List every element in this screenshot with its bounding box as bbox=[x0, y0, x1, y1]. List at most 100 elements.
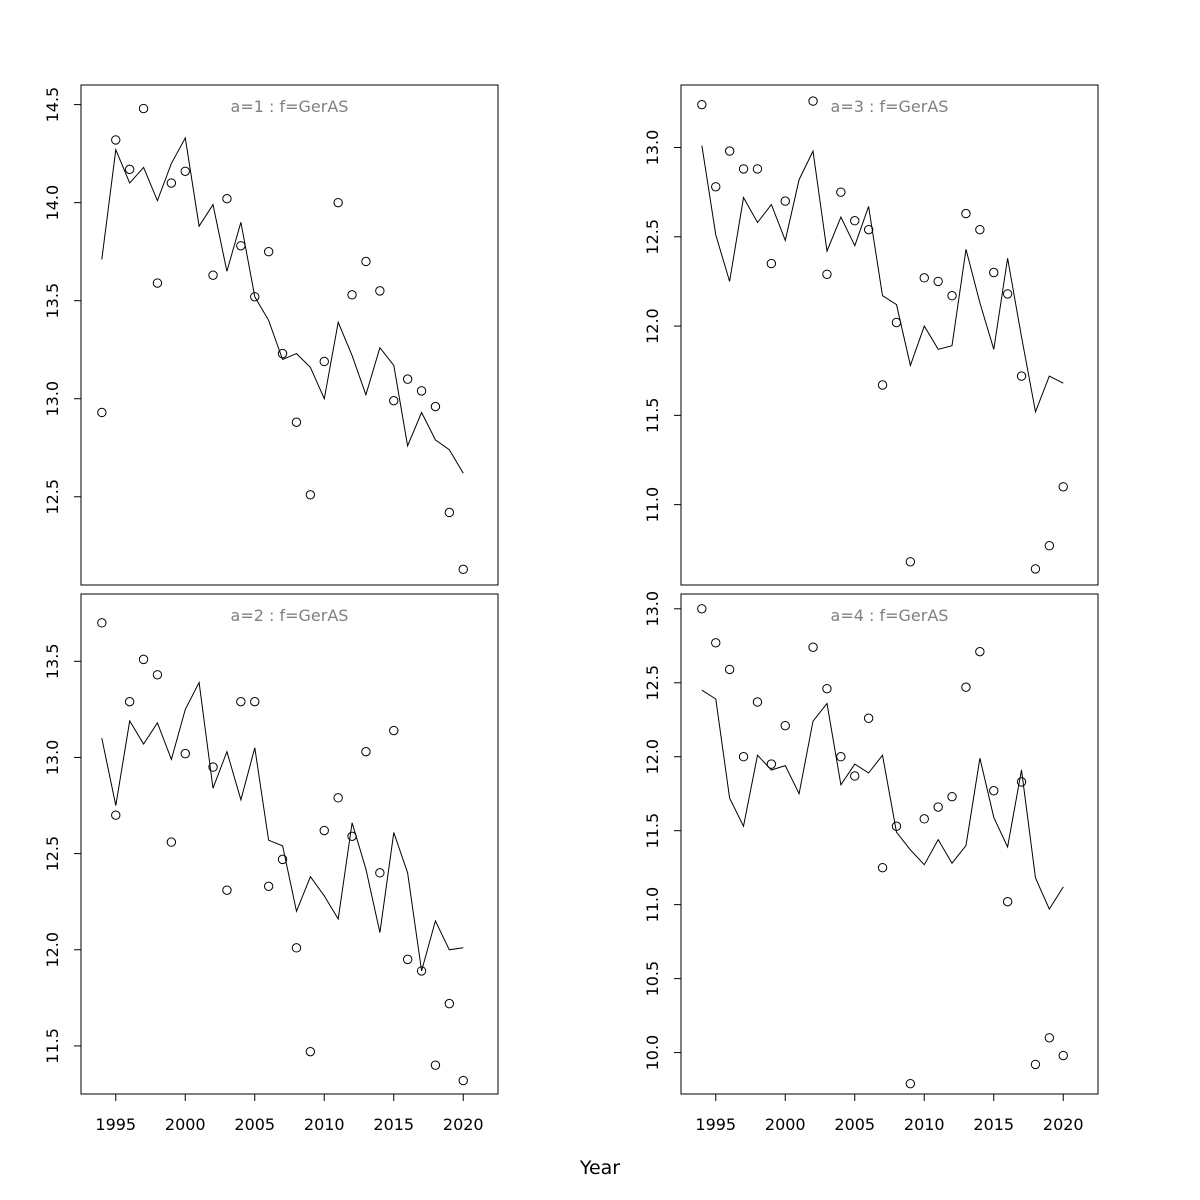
y-tick-label: 11.0 bbox=[643, 487, 662, 523]
x-tick-label: 2000 bbox=[165, 1115, 206, 1134]
observation-point bbox=[1044, 541, 1055, 551]
y-tick-label: 13.0 bbox=[643, 591, 662, 627]
panel-title: a=3 : f=GerAS bbox=[831, 97, 949, 116]
observation-point bbox=[752, 697, 763, 707]
observation-point bbox=[416, 966, 427, 976]
observation-point bbox=[166, 178, 177, 188]
observation-point bbox=[180, 166, 190, 176]
observation-point bbox=[711, 638, 721, 648]
observation-point bbox=[430, 1060, 441, 1070]
observation-point bbox=[975, 646, 985, 657]
y-tick-label: 11.5 bbox=[643, 398, 662, 434]
observation-point bbox=[989, 786, 999, 796]
observation-point bbox=[919, 273, 929, 283]
y-tick-label: 11.0 bbox=[643, 887, 662, 923]
observation-point bbox=[402, 374, 413, 384]
observation-point bbox=[1002, 289, 1013, 299]
observation-point bbox=[263, 881, 274, 892]
observation-point bbox=[891, 821, 902, 831]
observation-point bbox=[97, 618, 107, 628]
observation-point bbox=[111, 810, 121, 820]
observation-point bbox=[766, 258, 777, 269]
observation-point bbox=[822, 269, 832, 279]
observation-point bbox=[947, 291, 957, 301]
y-tick-label: 14.5 bbox=[43, 87, 62, 123]
observation-point bbox=[305, 490, 316, 500]
observation-point bbox=[222, 194, 232, 204]
observation-point bbox=[863, 713, 874, 723]
observation-point bbox=[236, 241, 246, 251]
observation-point bbox=[1044, 1033, 1055, 1043]
observation-point bbox=[989, 267, 999, 278]
y-tick-label: 13.0 bbox=[43, 740, 62, 776]
panel-3: a=3 : f=GerAS 11.0 11.5 12.0 12.5 13.0 bbox=[643, 84, 1099, 586]
observation-point bbox=[416, 386, 427, 396]
observation-point bbox=[780, 720, 790, 731]
observation-point bbox=[752, 164, 763, 174]
observation-point bbox=[850, 771, 860, 781]
model-line-series bbox=[101, 136, 464, 474]
y-tick-label: 12.5 bbox=[643, 219, 662, 255]
observation-point bbox=[975, 224, 985, 235]
observation-point bbox=[724, 664, 735, 675]
x-tick-label: 2000 bbox=[765, 1115, 806, 1134]
observation-point bbox=[1058, 482, 1068, 492]
observation-point bbox=[333, 197, 343, 208]
x-tick-label: 2020 bbox=[1043, 1115, 1084, 1134]
observation-point bbox=[1030, 1059, 1041, 1070]
observation-point bbox=[208, 762, 218, 772]
observation-point bbox=[738, 164, 749, 174]
observation-point bbox=[319, 356, 329, 367]
observation-point bbox=[877, 380, 888, 390]
observation-point bbox=[111, 135, 121, 145]
observation-point bbox=[291, 417, 302, 427]
x-tick-label: 2020 bbox=[443, 1115, 484, 1134]
observation-point bbox=[236, 696, 246, 707]
observation-point bbox=[961, 682, 971, 692]
observation-point bbox=[1058, 1050, 1068, 1061]
y-tick-label: 10.5 bbox=[643, 961, 662, 997]
observation-point bbox=[319, 825, 329, 836]
observation-point bbox=[375, 286, 385, 296]
y-tick-label: 12.0 bbox=[643, 739, 662, 775]
y-tick-label: 11.5 bbox=[43, 1028, 62, 1064]
x-axis-label: Year bbox=[579, 1157, 620, 1179]
x-tick-label: 1995 bbox=[695, 1115, 736, 1134]
observation-point bbox=[180, 748, 190, 759]
observation-point bbox=[808, 96, 818, 106]
observation-point bbox=[250, 696, 260, 707]
observation-point bbox=[138, 654, 149, 665]
observation-point bbox=[138, 103, 149, 114]
x-tick-label: 2010 bbox=[904, 1115, 945, 1134]
observation-point bbox=[347, 290, 357, 300]
x-tick-label: 2005 bbox=[234, 1115, 275, 1134]
observation-point bbox=[961, 208, 971, 219]
observation-point bbox=[152, 670, 163, 680]
observation-point bbox=[333, 793, 343, 803]
observation-point bbox=[766, 759, 777, 769]
observation-point bbox=[808, 642, 818, 652]
x-tick-label: 1995 bbox=[95, 1115, 136, 1134]
panel-title: a=2 : f=GerAS bbox=[231, 606, 349, 625]
y-tick-label: 12.5 bbox=[43, 836, 62, 872]
plot-frame bbox=[80, 84, 499, 586]
observation-point bbox=[877, 862, 888, 873]
panel-title: a=1 : f=GerAS bbox=[231, 97, 349, 116]
observation-point bbox=[458, 564, 468, 575]
observation-point bbox=[697, 99, 707, 110]
observation-point bbox=[277, 348, 288, 359]
model-line-series bbox=[701, 145, 1064, 414]
observation-point bbox=[836, 187, 846, 197]
observation-point bbox=[389, 395, 399, 406]
observation-point bbox=[305, 1046, 316, 1057]
y-tick-label: 12.0 bbox=[643, 308, 662, 344]
y-tick-label: 12.0 bbox=[43, 932, 62, 968]
panel-title: a=4 : f=GerAS bbox=[831, 606, 949, 625]
observation-point bbox=[375, 868, 385, 878]
observation-point bbox=[124, 696, 135, 707]
y-tick-label: 12.5 bbox=[43, 479, 62, 515]
panels-layer: a=1 : f=GerAS 12.5 13.0 13.5 14.0 14.5 a=2 : f… bbox=[43, 84, 1099, 1134]
observation-point bbox=[933, 802, 943, 812]
y-tick-label: 11.5 bbox=[643, 813, 662, 849]
